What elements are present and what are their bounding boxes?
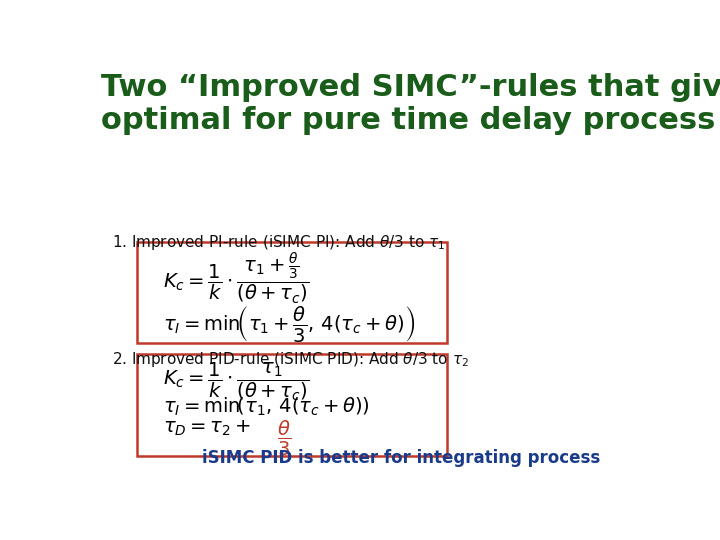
Text: $\tau_I = \min\!\left(\tau_1 + \dfrac{\theta}{3},\, 4(\tau_c+\theta)\right)$: $\tau_I = \min\!\left(\tau_1 + \dfrac{\t… [163, 304, 415, 344]
Text: iSIMC PID is better for integrating process: iSIMC PID is better for integrating proc… [202, 449, 600, 467]
Text: Two “Improved SIMC”-rules that give
optimal for pure time delay process: Two “Improved SIMC”-rules that give opti… [101, 73, 720, 134]
FancyBboxPatch shape [138, 354, 447, 456]
FancyBboxPatch shape [138, 241, 447, 343]
Text: $\tau_D = \tau_2 + $: $\tau_D = \tau_2 + $ [163, 419, 251, 438]
Text: $\tau_I = \min\!\left(\tau_1,\, 4(\tau_c+\theta)\right)$: $\tau_I = \min\!\left(\tau_1,\, 4(\tau_c… [163, 395, 369, 417]
Text: 2. Improved PID-rule (iSIMC PID): Add $\theta$/3 to $\tau_2$: 2. Improved PID-rule (iSIMC PID): Add $\… [112, 349, 469, 369]
Text: $\dfrac{\theta}{3}$: $\dfrac{\theta}{3}$ [277, 419, 292, 458]
Text: $K_c = \dfrac{1}{k} \cdot \dfrac{\tau_1}{(\theta+\tau_c)}$: $K_c = \dfrac{1}{k} \cdot \dfrac{\tau_1}… [163, 360, 309, 403]
Text: 1. Improved PI-rule (iSIMC PI): Add $\theta$/3 to $\tau_1$: 1. Improved PI-rule (iSIMC PI): Add $\th… [112, 233, 446, 252]
Text: $K_c = \dfrac{1}{k} \cdot \dfrac{\tau_1 + \frac{\theta}{3}}{(\theta+\tau_c)}$: $K_c = \dfrac{1}{k} \cdot \dfrac{\tau_1 … [163, 250, 309, 306]
